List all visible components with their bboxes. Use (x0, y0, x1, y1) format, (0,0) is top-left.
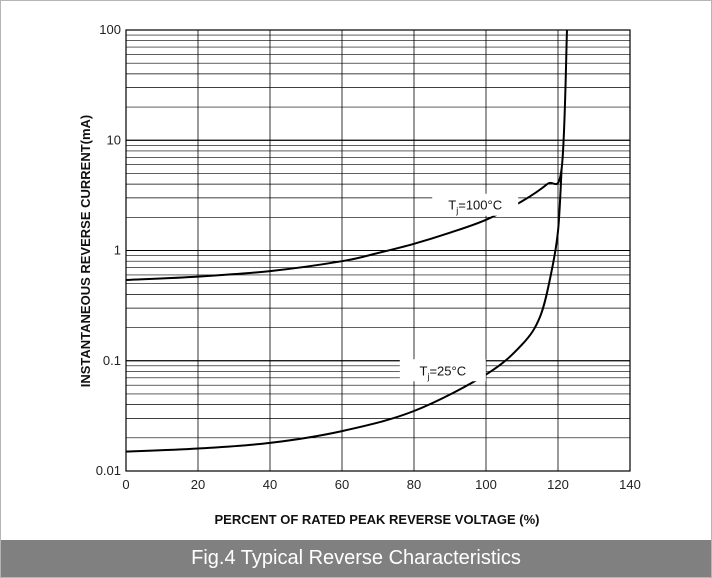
x-tick-label: 20 (191, 477, 205, 492)
grid (125, 29, 631, 472)
series-label-1: Tj=25°C (399, 359, 486, 382)
y-tick-label: 1 (114, 243, 121, 258)
series-label-text: Tj=100°C (448, 198, 502, 216)
y-tick-label: 100 (99, 22, 121, 37)
series-label-bg (399, 359, 486, 382)
series-label-text: Tj=25°C (420, 363, 467, 381)
x-tick-label: 0 (122, 477, 129, 492)
x-tick-label: 60 (335, 477, 349, 492)
x-tick-label: 140 (619, 477, 641, 492)
x-tick-label: 80 (407, 477, 421, 492)
y-tick-label: 0.1 (103, 353, 121, 368)
series-line-0 (125, 29, 568, 281)
curve-labels: Tj=100°C Tj=25°C (399, 193, 519, 382)
x-tick-label: 120 (547, 477, 569, 492)
series-lines (125, 29, 568, 453)
series-label-0: Tj=100°C (432, 193, 519, 216)
series-label-bg (432, 193, 519, 216)
reverse-characteristics-chart: 0 20 40 60 80 100 120 140 0.01 0.1 1 10 100 Tj=100°C… (78, 22, 641, 527)
y-tick-label: 0.01 (96, 463, 121, 478)
x-axis-title: PERCENT OF RATED PEAK REVERSE VOLTAGE (%… (214, 512, 539, 527)
figure-caption: Fig.4 Typical Reverse Characteristics (1, 540, 711, 577)
tick-labels: 0 20 40 60 80 100 120 140 0.01 0.1 1 10 100 (96, 22, 641, 492)
x-tick-label: 100 (475, 477, 497, 492)
x-tick-label: 40 (263, 477, 277, 492)
y-axis-title: INSTANTANEOUS REVERSE CURRENT(mA) (78, 115, 93, 388)
y-tick-label: 10 (107, 132, 121, 147)
